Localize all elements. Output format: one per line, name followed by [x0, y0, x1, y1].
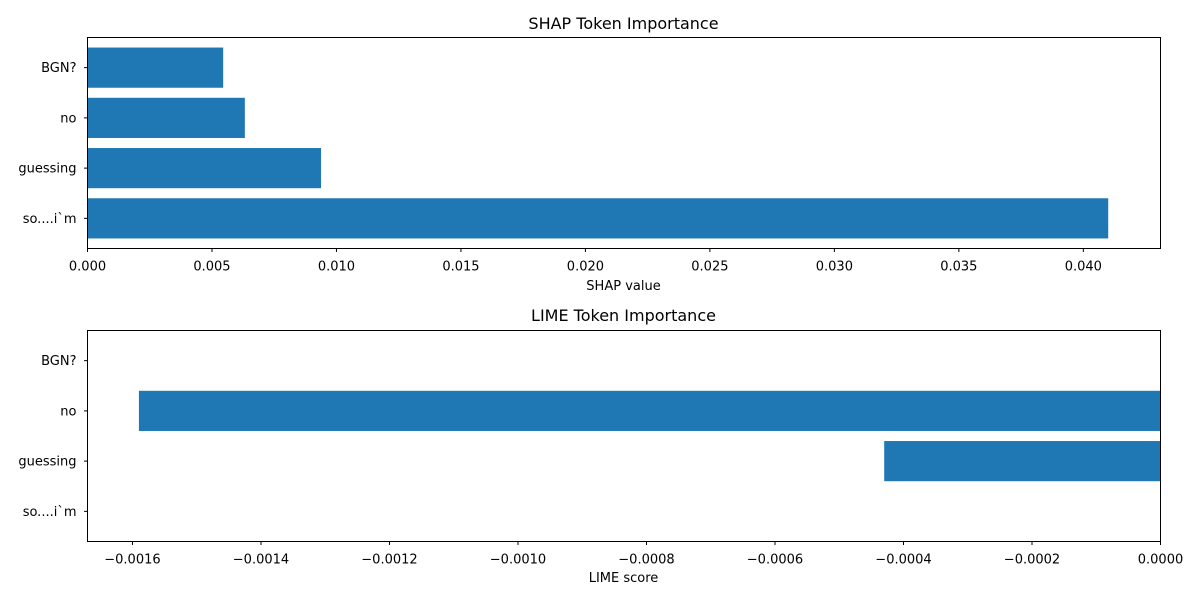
- shap-x-axis-label: SHAP value: [586, 279, 660, 294]
- shap-x-axis: 0.000 0.005 0.010 0.015 0.020 0.025 0.030 0.035…: [69, 248, 1102, 275]
- lime-xtick-label-3: −0.0010: [490, 553, 546, 568]
- lime-ytick-label-2: no: [60, 404, 76, 419]
- lime-bar-1: [884, 441, 1161, 482]
- lime-bar-2: [138, 390, 1161, 431]
- lime-xtick-label-5: −0.0006: [747, 553, 803, 568]
- shap-xtick-label-2: 0.010: [318, 260, 355, 275]
- lime-ytick-label-3: BGN?: [41, 354, 76, 369]
- lime-chart-title: LIME Token Importance: [531, 306, 716, 325]
- lime-chart: LIME Token Importance so....i`m guessing n…: [18, 306, 1183, 586]
- shap-bar-3: [87, 47, 224, 88]
- lime-bars: [138, 390, 1161, 482]
- shap-ytick-label-3: BGN?: [41, 61, 76, 76]
- shap-bar-1: [87, 148, 322, 189]
- lime-xtick-label-4: −0.0008: [618, 553, 674, 568]
- shap-plot-frame: [87, 37, 1161, 249]
- lime-ytick-label-0: so....i`m: [23, 505, 77, 520]
- shap-xtick-label-1: 0.005: [193, 260, 230, 275]
- shap-ytick-label-2: no: [60, 111, 76, 126]
- shap-ytick-label-1: guessing: [18, 162, 76, 177]
- shap-chart-title: SHAP Token Importance: [528, 14, 718, 33]
- lime-xtick-label-2: −0.0012: [361, 553, 417, 568]
- lime-xtick-label-8: 0.0000: [1138, 553, 1184, 568]
- shap-bars: [87, 47, 1109, 239]
- shap-chart: SHAP Token Importance so....i`m guessing n…: [18, 14, 1161, 294]
- lime-xtick-label-0: −0.0016: [104, 553, 160, 568]
- lime-xtick-label-7: −0.0002: [1004, 553, 1060, 568]
- shap-xtick-label-3: 0.015: [442, 260, 479, 275]
- lime-xtick-label-6: −0.0004: [875, 553, 931, 568]
- shap-xtick-label-0: 0.000: [69, 260, 106, 275]
- lime-x-axis: −0.0016 −0.0014 −0.0012 −0.0010 −0.0008 −0.00…: [104, 541, 1184, 568]
- shap-xtick-label-5: 0.025: [691, 260, 728, 275]
- lime-y-axis: so....i`m guessing no BGN?: [18, 354, 88, 520]
- shap-xtick-label-8: 0.040: [1065, 260, 1102, 275]
- lime-plot-frame: [87, 330, 1161, 542]
- shap-xtick-label-7: 0.035: [940, 260, 977, 275]
- shap-ytick-label-0: so....i`m: [23, 212, 77, 227]
- lime-xtick-label-1: −0.0014: [233, 553, 289, 568]
- lime-x-axis-label: LIME score: [589, 571, 659, 586]
- shap-xtick-label-6: 0.030: [816, 260, 853, 275]
- lime-ytick-label-1: guessing: [18, 455, 76, 470]
- shap-bar-0: [87, 198, 1109, 239]
- shap-bar-2: [87, 97, 245, 138]
- shap-xtick-label-4: 0.020: [567, 260, 604, 275]
- shap-y-axis: so....i`m guessing no BGN?: [18, 61, 88, 227]
